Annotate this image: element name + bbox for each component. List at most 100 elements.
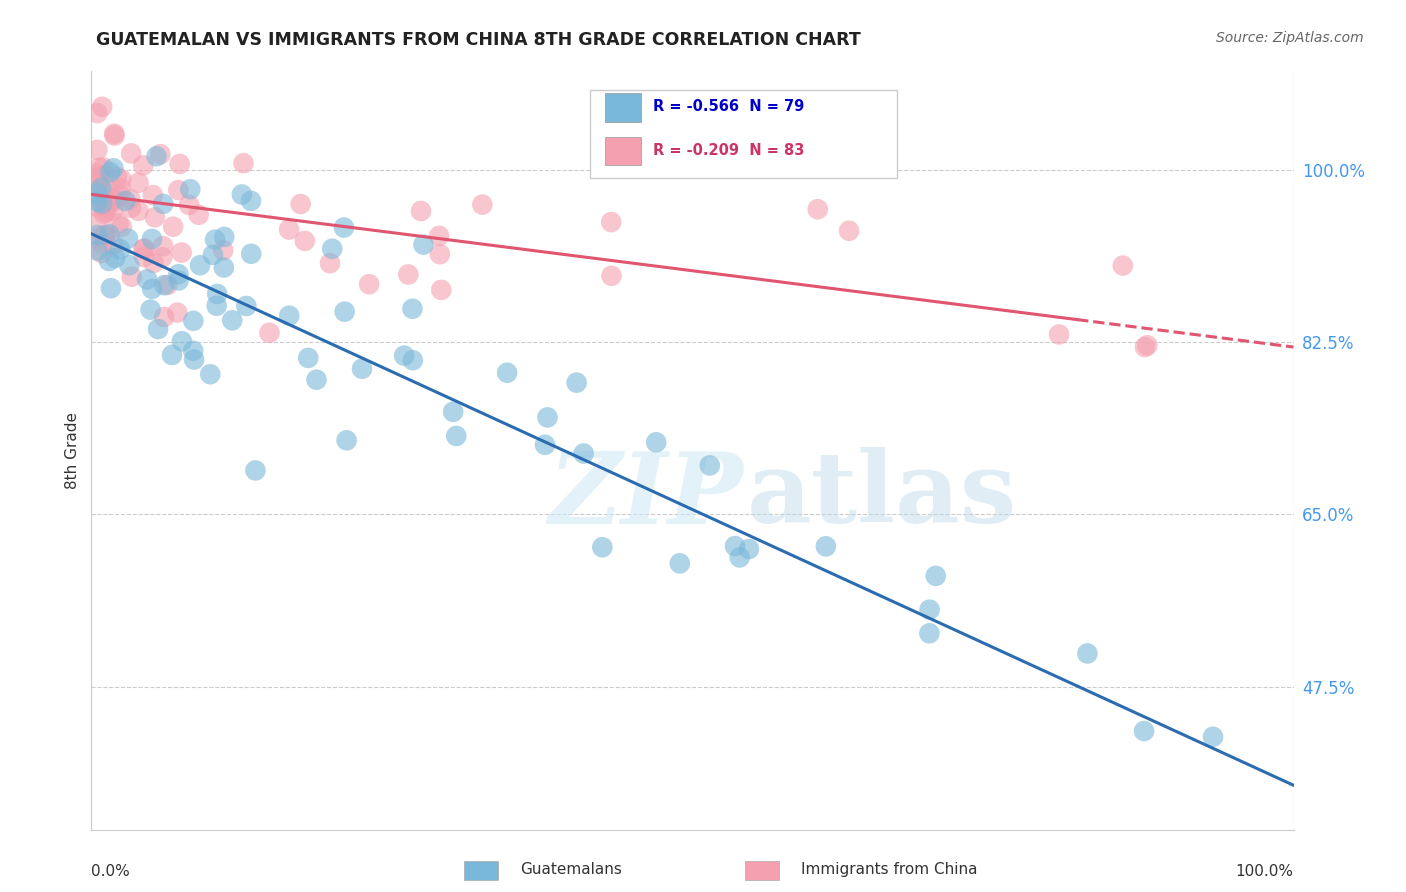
Point xyxy=(336,434,359,448)
Point xyxy=(205,299,228,313)
Point xyxy=(427,228,450,243)
Point xyxy=(446,429,468,443)
Point xyxy=(94,227,117,242)
Point xyxy=(101,203,124,218)
Point xyxy=(94,201,117,215)
Text: 100.0%: 100.0% xyxy=(1236,863,1294,879)
Point xyxy=(496,366,519,380)
Point xyxy=(107,216,129,230)
Point xyxy=(97,196,120,211)
Point xyxy=(278,222,301,236)
Point xyxy=(103,192,125,206)
Text: R = -0.209  N = 83: R = -0.209 N = 83 xyxy=(652,143,804,158)
Point xyxy=(149,147,172,161)
Point xyxy=(150,250,173,264)
Point xyxy=(86,106,108,120)
Point xyxy=(1202,730,1225,744)
Point xyxy=(121,269,143,284)
Point xyxy=(153,278,176,293)
Point xyxy=(401,301,423,316)
Point xyxy=(181,343,204,358)
Point xyxy=(146,322,169,336)
Point xyxy=(120,192,142,206)
Point xyxy=(93,185,115,199)
Point xyxy=(925,569,948,583)
Point xyxy=(235,299,257,313)
Point xyxy=(93,169,115,183)
Point xyxy=(152,197,174,211)
Point xyxy=(86,143,108,157)
Point xyxy=(132,158,155,172)
Point xyxy=(132,250,155,264)
Point xyxy=(101,195,124,210)
Point xyxy=(162,219,184,234)
Point xyxy=(91,196,114,211)
Point xyxy=(93,207,115,221)
Point xyxy=(114,194,136,208)
Point xyxy=(600,215,623,229)
Point xyxy=(94,228,117,243)
Point xyxy=(118,258,141,272)
Point xyxy=(170,245,193,260)
Text: ZIP: ZIP xyxy=(548,448,744,544)
Y-axis label: 8th Grade: 8th Grade xyxy=(65,412,80,489)
Point xyxy=(214,230,236,244)
Point xyxy=(89,161,111,175)
Point xyxy=(183,314,205,328)
Point xyxy=(240,194,263,208)
Point xyxy=(200,368,222,382)
Point xyxy=(169,157,191,171)
Point xyxy=(87,214,110,228)
Text: atlas: atlas xyxy=(747,448,1017,544)
Point xyxy=(100,281,122,295)
Point xyxy=(145,149,167,163)
Point xyxy=(156,277,179,292)
Point xyxy=(429,247,451,261)
Point xyxy=(104,251,127,265)
Point xyxy=(838,224,860,238)
Text: Immigrants from China: Immigrants from China xyxy=(801,863,979,877)
Point xyxy=(600,268,623,283)
Point xyxy=(167,183,190,197)
Point xyxy=(108,243,131,257)
Point xyxy=(1112,259,1135,273)
Point xyxy=(170,334,193,349)
Point xyxy=(205,287,228,301)
Point xyxy=(645,435,668,450)
Point xyxy=(86,231,108,245)
Point xyxy=(319,256,342,270)
Point xyxy=(142,256,165,270)
Point xyxy=(814,540,837,554)
Point xyxy=(136,272,159,286)
Point xyxy=(565,376,588,390)
Point xyxy=(90,181,112,195)
Point xyxy=(212,244,235,258)
Point xyxy=(409,204,432,219)
Point xyxy=(1133,724,1156,739)
Point xyxy=(471,197,494,211)
Point xyxy=(245,463,267,477)
Point xyxy=(86,194,108,209)
Point xyxy=(103,128,125,143)
Point xyxy=(103,127,125,141)
Point xyxy=(167,267,190,281)
Point xyxy=(110,188,132,202)
Point xyxy=(201,248,224,262)
Point xyxy=(160,348,183,362)
Point xyxy=(142,188,165,202)
Point xyxy=(179,182,201,196)
Point xyxy=(1136,338,1159,352)
Point xyxy=(98,227,121,242)
Text: Source: ZipAtlas.com: Source: ZipAtlas.com xyxy=(1216,31,1364,45)
Point xyxy=(86,167,108,181)
Point xyxy=(699,458,721,473)
Point xyxy=(132,242,155,256)
Point xyxy=(93,228,115,243)
Point xyxy=(90,246,112,260)
Point xyxy=(534,438,557,452)
Point xyxy=(166,305,188,319)
Point xyxy=(98,254,121,268)
Point xyxy=(86,186,108,201)
Point xyxy=(89,169,111,184)
Bar xyxy=(605,136,641,165)
